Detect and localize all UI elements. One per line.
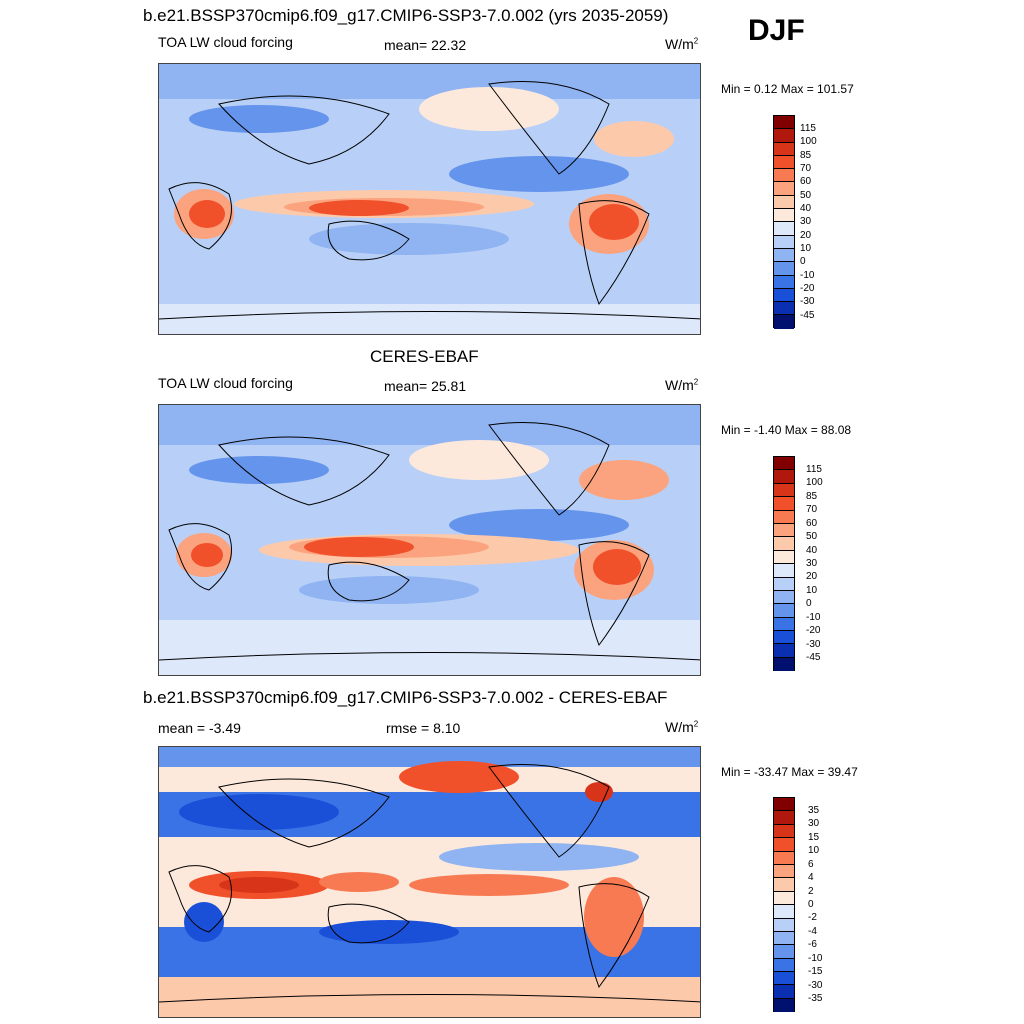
- season-label: DJF: [748, 14, 805, 47]
- colorbar-tick-label: -45: [806, 652, 821, 663]
- panel-2-map: [158, 404, 701, 676]
- colorbar-tick-label: 60: [806, 518, 818, 529]
- colorbar-tick-label: 115: [806, 464, 822, 475]
- colorbar-tick-label: -10: [800, 270, 815, 281]
- panel-3-map-field: [159, 747, 700, 1017]
- colorbar-tick-label: -20: [806, 625, 821, 636]
- colorbar-tick-label: 0: [808, 899, 814, 910]
- panel-3-mean-label: mean = -3.49: [158, 720, 241, 736]
- colorbar-tick-label: 30: [806, 558, 818, 569]
- colorbar-tick-label: 30: [808, 818, 820, 829]
- colorbar-tick-label: -10: [806, 612, 821, 623]
- colorbar-tick-label: -2: [808, 912, 817, 923]
- panel-2-minmax: Min = -1.40 Max = 88.08: [721, 423, 852, 437]
- colorbar-tick-label: 4: [808, 872, 814, 883]
- colorbar-tick-label: 85: [800, 150, 812, 161]
- panel-1-map: [158, 63, 701, 335]
- colorbar-tick-label: 0: [800, 256, 806, 267]
- panel-3-minmax: Min = -33.47 Max = 39.47: [721, 765, 858, 779]
- colorbar-tick-label: 0: [806, 598, 812, 609]
- colorbar-tick-label: -30: [808, 980, 823, 991]
- panel-1-title: b.e21.BSSP370cmip6.f09_g17.CMIP6-SSP3-7.…: [143, 6, 669, 25]
- colorbar-tick-label: -30: [800, 296, 815, 307]
- colorbar-tick-label: 115: [800, 123, 816, 134]
- colorbar-tick-label: 10: [808, 845, 820, 856]
- panel-3-colorbar: [773, 797, 795, 1013]
- colorbar-tick-label: 70: [806, 504, 818, 515]
- panel-3-rmse-label: rmse = 8.10: [386, 720, 461, 736]
- colorbar-tick-label: -10: [808, 953, 823, 964]
- panel-1-mean-label: mean= 22.32: [384, 37, 467, 53]
- panel-2-mean-label: mean= 25.81: [384, 378, 467, 394]
- colorbar-tick-label: 20: [806, 571, 818, 582]
- colorbar-tick-label: 70: [800, 163, 812, 174]
- colorbar-tick-label: -15: [808, 966, 823, 977]
- panel-3-units: W/m2: [665, 719, 699, 735]
- colorbar-tick-label: -30: [806, 639, 821, 650]
- panel-1-map-field: [159, 64, 700, 334]
- colorbar-tick-label: 50: [800, 190, 812, 201]
- colorbar-tick-label: -4: [808, 926, 817, 937]
- colorbar-tick-label: 100: [800, 136, 817, 147]
- panel-2-map-field: [159, 405, 700, 675]
- colorbar-tick-label: 100: [806, 477, 823, 488]
- colorbar-tick-label: -6: [808, 939, 817, 950]
- colorbar-tick-label: 85: [806, 491, 818, 502]
- colorbar-tick-label: 40: [806, 545, 818, 556]
- panel-3-title: b.e21.BSSP370cmip6.f09_g17.CMIP6-SSP3-7.…: [143, 688, 668, 707]
- panel-2-variable-label: TOA LW cloud forcing: [158, 375, 293, 391]
- colorbar-tick-label: 35: [808, 805, 820, 816]
- panel-2-title: CERES-EBAF: [370, 347, 479, 366]
- panel-1-minmax: Min = 0.12 Max = 101.57: [721, 82, 854, 96]
- colorbar-tick-label: -20: [800, 283, 815, 294]
- panel-1-variable-label: TOA LW cloud forcing: [158, 34, 293, 50]
- colorbar-tick-label: 60: [800, 176, 812, 187]
- colorbar-tick-label: -45: [800, 310, 815, 321]
- panel-2-colorbar: [773, 456, 795, 672]
- panel-3-map: [158, 746, 701, 1018]
- panel-1-units: W/m2: [665, 36, 699, 52]
- panel-1-colorbar: [773, 115, 795, 329]
- colorbar-tick-label: 2: [808, 886, 814, 897]
- colorbar-tick-label: 40: [800, 203, 812, 214]
- colorbar-tick-label: 50: [806, 531, 818, 542]
- colorbar-tick-label: 15: [808, 832, 820, 843]
- colorbar-tick-label: -35: [808, 993, 823, 1004]
- colorbar-tick-label: 10: [806, 585, 818, 596]
- colorbar-tick-label: 20: [800, 230, 812, 241]
- colorbar-tick-label: 30: [800, 216, 812, 227]
- panel-2-units: W/m2: [665, 377, 699, 393]
- colorbar-tick-label: 6: [808, 859, 814, 870]
- colorbar-tick-label: 10: [800, 243, 812, 254]
